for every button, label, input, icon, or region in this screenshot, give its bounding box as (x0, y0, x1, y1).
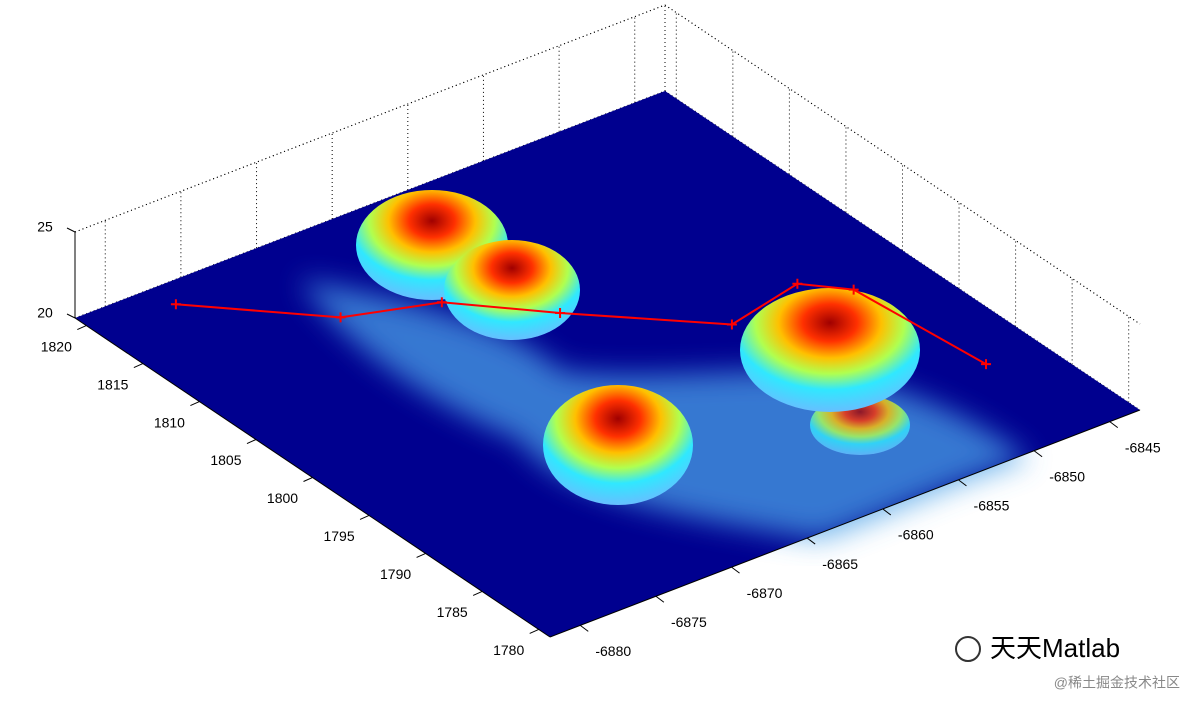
y-tick-label: 1780 (493, 642, 524, 658)
x-tick-label: -6845 (1125, 439, 1161, 455)
x-tick (1033, 450, 1043, 458)
grid-line (664, 4, 1141, 325)
x-tick-label: -6850 (1049, 468, 1085, 484)
floor (75, 91, 1140, 637)
overlay: -6880 -6875 -6870 -6865 -6860 -6855 -6850 -6845… (37, 219, 1161, 659)
source: @稀土掘金技术社区 (1054, 675, 1180, 691)
peak (740, 288, 920, 412)
y-tick-label: 1795 (323, 528, 354, 544)
y-tick-label: 1800 (267, 490, 298, 506)
brand: 天天Matlab (990, 633, 1120, 663)
path-marker (848, 284, 859, 295)
y-tick (416, 552, 426, 558)
path-marker (555, 307, 566, 318)
z-tick (66, 313, 76, 319)
path-marker (436, 297, 447, 308)
y-tick (246, 439, 257, 444)
grid-line (664, 90, 1141, 411)
y-tick-label: 1785 (437, 604, 468, 620)
path-marker (170, 299, 181, 310)
z-tick-label: 20 (37, 305, 53, 321)
surface (75, 91, 1140, 637)
x-tick (731, 566, 740, 574)
peak (543, 385, 693, 505)
y-tick (133, 363, 144, 369)
path-marker (726, 319, 737, 330)
x-tick (882, 508, 892, 516)
grid-line (74, 4, 666, 233)
x-tick-label: -6880 (595, 643, 631, 659)
x-axis (549, 409, 1141, 638)
x-tick (958, 479, 967, 487)
y-tick-label: 1790 (380, 566, 411, 582)
y-tick-label: 1815 (97, 376, 128, 392)
peak (444, 240, 580, 340)
logo (955, 636, 981, 662)
y-tick (303, 477, 313, 482)
x-tick-label: -6865 (822, 556, 858, 572)
x-tick (655, 595, 665, 603)
y-tick (359, 515, 370, 520)
y-tick (472, 590, 483, 596)
y-tick-label: 1820 (41, 338, 72, 354)
y-tick (190, 401, 200, 407)
x-tick-label: -6875 (671, 614, 707, 630)
x-tick (806, 537, 816, 545)
path-marker (792, 278, 803, 289)
y-tick-label: 1810 (154, 414, 185, 430)
y-tick (77, 325, 87, 331)
x-tick-label: -6855 (974, 498, 1010, 514)
x-tick (579, 624, 589, 632)
z-tick-label: 25 (37, 219, 53, 235)
path-marker (335, 312, 346, 323)
z-tick (66, 227, 76, 233)
y-tick (529, 628, 539, 634)
x-tick (1109, 421, 1119, 429)
x-tick-label: -6860 (898, 527, 934, 543)
y-tick-label: 1805 (210, 452, 241, 468)
path-line (175, 282, 987, 365)
x-tick-label: -6870 (747, 585, 783, 601)
path-marker (981, 359, 992, 370)
